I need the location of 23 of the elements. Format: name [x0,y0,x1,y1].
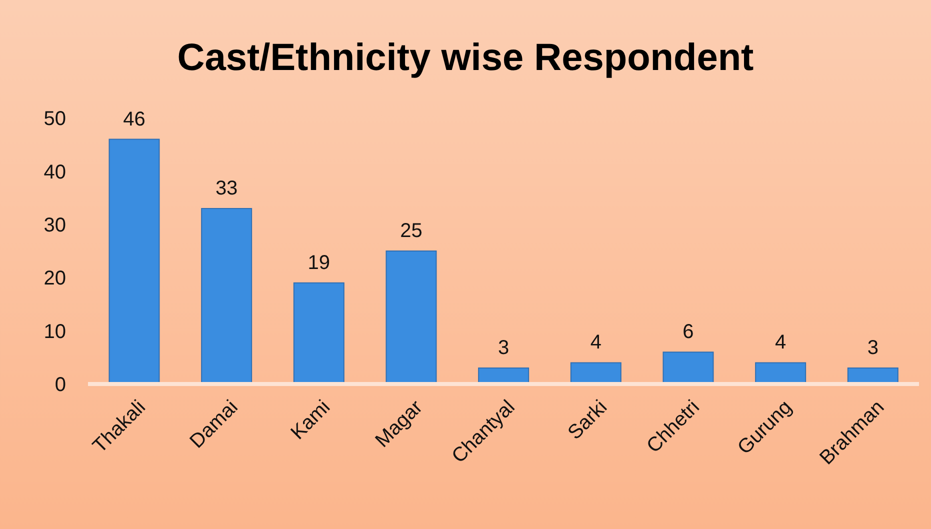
data-label: 25 [400,220,422,242]
y-tick-label: 30 [44,214,66,236]
chart-title: Cast/Ethnicity wise Respondent [176,36,755,81]
data-label: 19 [308,252,330,274]
data-label: 4 [590,332,602,354]
bar [662,352,714,384]
data-label: 3 [867,337,878,360]
data-label: 4 [775,332,786,354]
y-tick-label: 10 [44,320,66,343]
bar [293,282,344,384]
data-label: 46 [123,108,146,130]
data-label: 33 [215,177,238,200]
bar [570,362,622,384]
y-tick-label: 50 [44,108,66,130]
bar [386,250,437,384]
bar [201,208,252,384]
bar [755,362,806,384]
data-label: 3 [498,337,510,360]
y-tick-label: 40 [44,161,66,184]
data-label: 6 [682,321,694,344]
bar [108,138,160,384]
y-tick-label: 20 [44,268,66,290]
y-tick-label: 0 [54,374,66,396]
